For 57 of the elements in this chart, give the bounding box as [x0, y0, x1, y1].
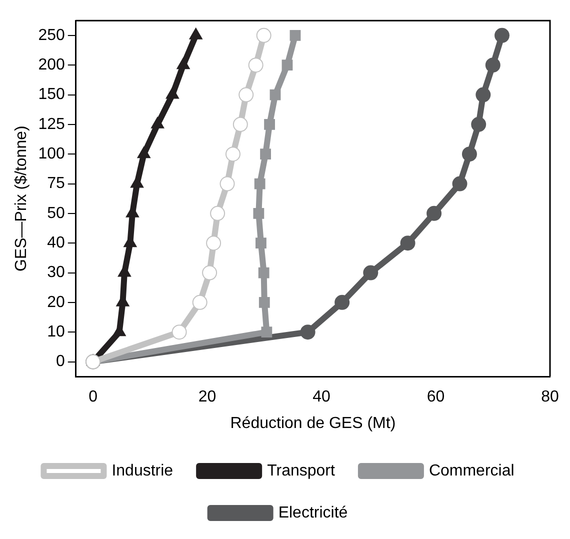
x-tick-label: 60	[426, 388, 445, 406]
point	[253, 208, 264, 219]
point	[264, 118, 275, 130]
point	[426, 206, 442, 221]
x-tick-label: 0	[88, 388, 98, 406]
point	[172, 324, 187, 340]
legend-label: Commercial	[428, 462, 514, 480]
y-tick-label: 75	[47, 175, 65, 192]
point	[400, 236, 416, 251]
y-tick-label: 0	[56, 353, 65, 370]
point	[232, 116, 248, 132]
y-tick-label: 100	[38, 146, 65, 163]
point	[494, 28, 510, 43]
point	[260, 148, 271, 160]
y-tick-label: 20	[47, 294, 65, 311]
point	[206, 236, 222, 251]
point	[471, 116, 486, 132]
point	[485, 58, 500, 73]
point	[248, 58, 264, 73]
y-tick-label: 30	[47, 264, 65, 282]
y-tick-label: 150	[38, 86, 65, 104]
y-tick-label: 10	[47, 324, 65, 341]
x-tick-label: 20	[198, 388, 216, 406]
point	[137, 146, 150, 158]
point	[210, 206, 226, 221]
legend-label: Electricité	[278, 504, 348, 522]
point	[476, 87, 491, 102]
point	[363, 265, 378, 280]
point	[258, 296, 270, 308]
point	[176, 58, 190, 70]
point	[258, 267, 270, 278]
point	[192, 294, 208, 310]
legend-label: Transport	[267, 462, 336, 480]
point	[290, 30, 301, 41]
point	[300, 324, 316, 340]
point	[256, 238, 266, 249]
y-tick-label: 50	[47, 204, 65, 222]
y-tick-label: 40	[47, 234, 65, 252]
x-tick-label: 80	[541, 388, 559, 406]
point	[220, 176, 235, 192]
point	[261, 326, 272, 338]
y-tick-label: 250	[38, 26, 65, 44]
point	[462, 146, 477, 162]
x-tick-label: 40	[312, 388, 331, 406]
point	[225, 146, 240, 162]
y-tick-label: 125	[38, 116, 65, 133]
y-axis-title: GES—Prix ($/tonne)	[13, 126, 30, 272]
point	[452, 176, 468, 192]
point	[270, 89, 281, 100]
point	[238, 87, 254, 102]
y-tick-label: 200	[38, 56, 65, 74]
legend-label: Industrie	[112, 462, 174, 480]
point	[282, 60, 293, 71]
point	[254, 178, 266, 190]
x-axis-title: Réduction de GES (Mt)	[230, 414, 396, 432]
point	[202, 265, 218, 280]
point	[334, 294, 350, 310]
